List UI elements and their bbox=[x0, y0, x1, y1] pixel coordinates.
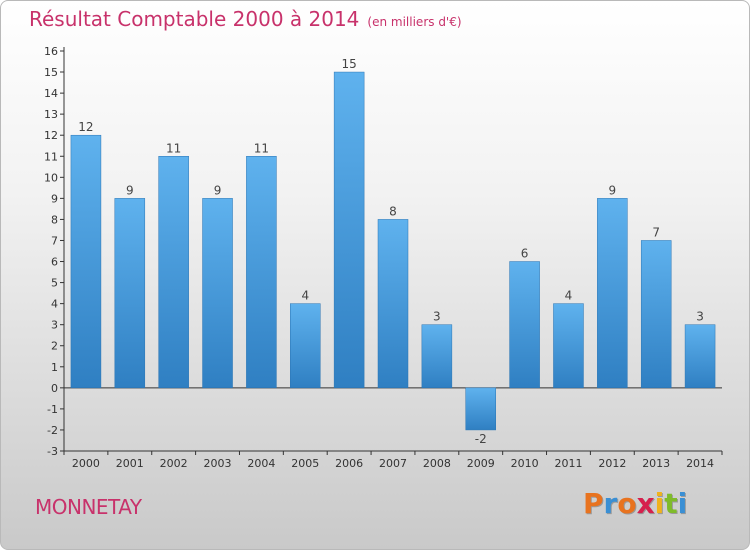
bar-2000 bbox=[70, 134, 102, 389]
logo-letter: r bbox=[603, 487, 618, 520]
y-tick-label: 11 bbox=[44, 150, 58, 163]
logo-letter: i bbox=[677, 487, 688, 520]
x-tick-label-2004: 2004 bbox=[247, 457, 275, 470]
y-tick-label: 4 bbox=[51, 298, 58, 311]
bar-2009 bbox=[465, 387, 496, 431]
logo-letter: o bbox=[617, 487, 637, 520]
y-tick-label: 10 bbox=[44, 171, 58, 184]
x-tick-label-2014: 2014 bbox=[686, 457, 714, 470]
y-tick-label: 2 bbox=[51, 340, 58, 353]
data-label-2001: 9 bbox=[126, 183, 134, 197]
y-tick-label: 12 bbox=[44, 129, 58, 142]
data-label-2004: 11 bbox=[254, 141, 269, 155]
bar-2004 bbox=[246, 156, 277, 389]
logo-letter: t bbox=[664, 487, 678, 520]
bar-2008 bbox=[421, 324, 453, 389]
y-tick-label: -1 bbox=[47, 403, 58, 416]
data-label-2003: 9 bbox=[214, 183, 222, 197]
bar-2006 bbox=[333, 71, 365, 389]
bar-2005 bbox=[290, 303, 321, 389]
y-tick-label: 7 bbox=[51, 234, 58, 247]
x-tick-label-2002: 2002 bbox=[160, 457, 188, 470]
x-tick-label-2009: 2009 bbox=[467, 457, 495, 470]
y-tick-label: 9 bbox=[51, 192, 58, 205]
y-tick-label: 14 bbox=[44, 87, 58, 100]
data-label-2002: 11 bbox=[166, 141, 181, 155]
x-tick-label-2000: 2000 bbox=[72, 457, 100, 470]
y-tick-label: 15 bbox=[44, 66, 58, 79]
data-label-2014: 3 bbox=[696, 310, 704, 324]
x-tick-label-2003: 2003 bbox=[204, 457, 232, 470]
bar-2002 bbox=[158, 156, 189, 389]
commune-name: MONNETAY bbox=[35, 495, 142, 519]
data-label-2005: 4 bbox=[301, 289, 309, 303]
y-tick-label: 5 bbox=[51, 277, 58, 290]
x-tick-label-2012: 2012 bbox=[598, 457, 626, 470]
proxiti-logo: Proxiti bbox=[583, 487, 687, 520]
x-tick-label-2011: 2011 bbox=[554, 457, 582, 470]
data-label-2010: 6 bbox=[521, 247, 529, 261]
logo-letter: P bbox=[583, 487, 604, 520]
x-tick-label-2013: 2013 bbox=[642, 457, 670, 470]
y-tick-label: 8 bbox=[51, 213, 58, 226]
data-label-2011: 4 bbox=[565, 289, 573, 303]
bar-2007 bbox=[377, 219, 409, 389]
data-label-2008: 3 bbox=[433, 310, 441, 324]
y-tick-label: 1 bbox=[51, 361, 58, 374]
bar-2012 bbox=[597, 198, 628, 389]
x-tick-label-2001: 2001 bbox=[116, 457, 144, 470]
data-label-2000: 12 bbox=[78, 120, 93, 134]
y-tick-label: -3 bbox=[47, 445, 58, 458]
chart-subtitle: (en milliers d'€) bbox=[367, 15, 462, 29]
logo-letter: i bbox=[654, 487, 665, 520]
x-tick-label-2008: 2008 bbox=[423, 457, 451, 470]
y-tick-label: 6 bbox=[51, 256, 58, 269]
chart-title: Résultat Comptable 2000 à 2014 (en millie… bbox=[29, 7, 462, 31]
x-tick-label-2010: 2010 bbox=[511, 457, 539, 470]
bar-2003 bbox=[202, 198, 233, 389]
data-label-2012: 9 bbox=[609, 183, 617, 197]
data-label-2006: 15 bbox=[341, 57, 356, 71]
y-tick-label: 0 bbox=[51, 382, 58, 395]
data-label-2009: -2 bbox=[475, 432, 487, 446]
x-tick-label-2005: 2005 bbox=[291, 457, 319, 470]
data-label-2013: 7 bbox=[652, 225, 660, 239]
y-tick-label: -2 bbox=[47, 424, 58, 437]
y-tick-label: 16 bbox=[44, 45, 58, 58]
bar-2001 bbox=[114, 198, 146, 389]
y-tick-label: 3 bbox=[51, 319, 58, 332]
data-label-2007: 8 bbox=[389, 204, 397, 218]
bar-2011 bbox=[553, 303, 584, 389]
bar-2014 bbox=[684, 324, 716, 389]
bar-2010 bbox=[509, 261, 540, 389]
logo-letter: x bbox=[636, 487, 655, 520]
x-tick-label-2007: 2007 bbox=[379, 457, 407, 470]
y-tick-label: 13 bbox=[44, 108, 58, 121]
bar-2013 bbox=[640, 240, 672, 389]
x-tick-label-2006: 2006 bbox=[335, 457, 363, 470]
